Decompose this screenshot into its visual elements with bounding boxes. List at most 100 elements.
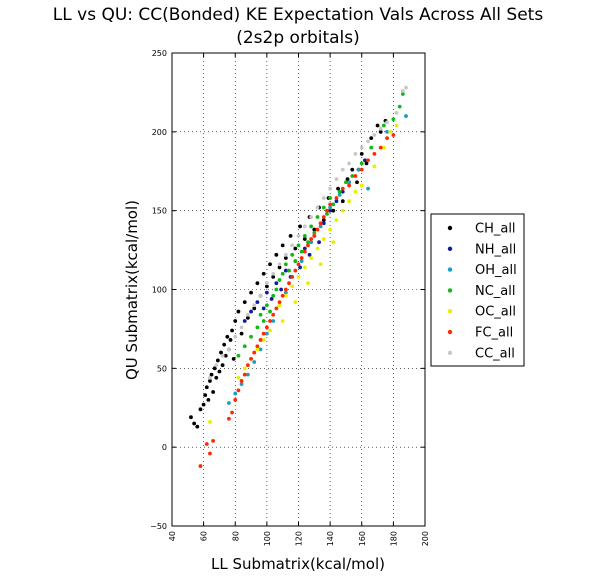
data-point: [318, 262, 323, 267]
data-point: [274, 252, 279, 257]
data-point: [269, 297, 274, 301]
data-point: [363, 158, 367, 163]
data-point: [268, 262, 272, 267]
data-point: [359, 183, 364, 188]
legend-marker: [447, 267, 453, 272]
x-tick-label: 120: [295, 531, 304, 546]
data-point: [249, 356, 253, 361]
data-point: [249, 334, 253, 339]
data-point: [364, 161, 369, 166]
data-point: [271, 271, 276, 276]
y-tick-label: 0: [162, 443, 167, 452]
data-point: [290, 274, 295, 279]
data-point: [258, 293, 263, 298]
data-point: [299, 249, 304, 254]
x-tick-label: 140: [326, 531, 335, 546]
data-point: [318, 221, 323, 226]
data-point: [345, 177, 350, 182]
data-point: [296, 243, 301, 248]
data-point: [347, 180, 351, 185]
axis-ticks: 40 60 80 100 120 140 160 180 200 −50 0 50 100 150 200 2…: [150, 49, 430, 546]
data-point: [268, 309, 272, 314]
data-point: [340, 199, 345, 204]
data-point: [264, 325, 269, 330]
data-point: [340, 189, 345, 194]
data-point: [279, 287, 284, 292]
data-point: [325, 211, 329, 216]
data-point: [293, 268, 298, 273]
data-point: [381, 123, 386, 128]
data-point: [252, 360, 257, 364]
data-point: [385, 129, 389, 134]
data-point: [328, 202, 333, 207]
data-point: [321, 237, 326, 241]
x-tick-label: 40: [168, 531, 177, 541]
data-point: [293, 259, 298, 264]
data-point: [299, 256, 304, 260]
y-axis-label: QU Submatrix(kcal/mol): [123, 200, 141, 380]
data-point: [381, 145, 386, 150]
data-point: [296, 262, 301, 267]
data-point: [347, 199, 351, 204]
data-point: [290, 284, 295, 289]
data-point: [312, 230, 317, 235]
data-point: [261, 338, 266, 342]
data-point: [208, 379, 212, 383]
y-tick-label: 50: [157, 364, 167, 373]
data-point: [283, 256, 288, 260]
data-point: [208, 451, 212, 456]
data-point: [318, 224, 323, 229]
data-point: [298, 265, 302, 270]
legend-marker: [447, 246, 453, 251]
data-point: [227, 416, 231, 421]
data-point: [283, 268, 288, 273]
data-point: [283, 290, 288, 295]
data-point: [293, 246, 298, 251]
data-point: [359, 145, 364, 150]
data-point: [239, 325, 244, 330]
data-point: [231, 356, 236, 361]
data-point: [315, 227, 320, 232]
legend-label: CH_all: [475, 222, 516, 237]
data-point: [287, 268, 291, 273]
data-point: [271, 319, 276, 323]
x-tick-label: 80: [231, 531, 240, 541]
data-point: [302, 237, 307, 241]
data-point: [255, 281, 260, 286]
legend-label: FC_all: [475, 326, 513, 341]
y-tick-label: 200: [152, 128, 167, 137]
data-point: [331, 240, 336, 245]
data-point: [233, 391, 238, 396]
data-point: [296, 233, 301, 238]
data-point: [280, 293, 285, 298]
legend-box: [430, 213, 525, 367]
data-point: [206, 397, 211, 402]
data-point: [233, 397, 238, 402]
data-point: [258, 338, 263, 342]
data-point: [228, 338, 233, 342]
data-point: [340, 208, 345, 213]
data-point: [249, 290, 253, 295]
legend: CH_all NH_all OH_all NC_all OC_all FC_all CC_a…: [430, 213, 525, 367]
data-point: [211, 390, 216, 394]
data-point: [315, 205, 320, 210]
data-point: [236, 375, 241, 380]
data-point: [261, 331, 266, 336]
data-point: [258, 312, 263, 317]
y-tick-label: 250: [152, 49, 167, 58]
data-point: [214, 375, 219, 380]
x-tick-label: 160: [358, 531, 367, 546]
data-point: [337, 189, 342, 194]
data-point: [239, 379, 244, 383]
data-points: [189, 85, 408, 468]
data-point: [298, 224, 302, 229]
data-point: [239, 331, 244, 336]
data-point: [242, 366, 247, 371]
legend-label: CC_all: [475, 346, 515, 361]
chart-title: LL vs QU: CC(Bonded) KE Expectation Vals…: [53, 5, 544, 25]
data-point: [353, 189, 358, 194]
legend-marker: [447, 329, 453, 335]
data-point: [293, 300, 298, 305]
data-point: [246, 312, 250, 317]
data-point: [366, 158, 370, 163]
